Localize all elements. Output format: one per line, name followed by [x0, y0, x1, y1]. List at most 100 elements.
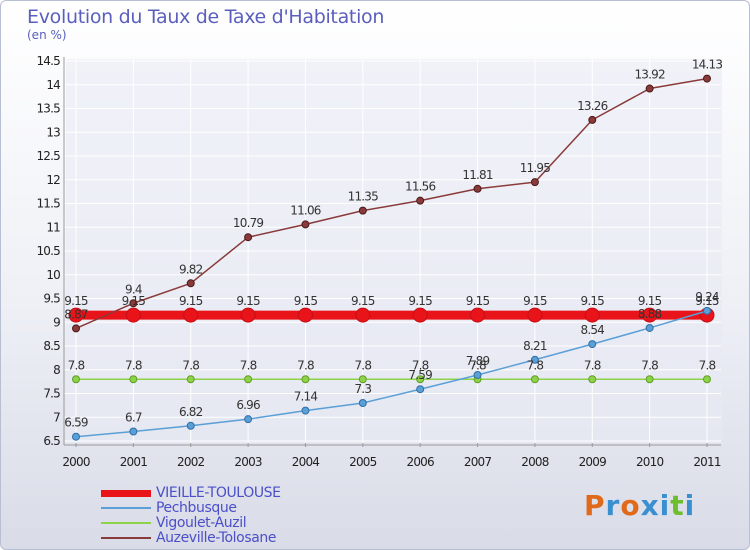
series-layer: [68, 74, 715, 441]
data-point: [358, 399, 367, 407]
data-label: 9.15: [523, 294, 547, 308]
data-label: 11.35: [348, 190, 379, 204]
data-point: [588, 375, 597, 384]
data-point: [355, 307, 371, 323]
legend-swatch: [101, 537, 151, 539]
data-label: 7.8: [297, 358, 314, 372]
data-label: 7.8: [182, 358, 199, 372]
y-tick-label: 13.5: [36, 102, 60, 116]
data-label: 9.24: [695, 290, 719, 304]
data-label: 11.95: [520, 161, 551, 175]
x-tick-label: 2005: [349, 455, 377, 469]
chart-subtitle: (en %): [27, 28, 67, 42]
legend-swatch: [101, 507, 151, 509]
data-label: 14.13: [692, 58, 723, 72]
data-point: [186, 421, 195, 430]
data-label: 7.8: [68, 358, 85, 372]
y-tick-label: 13: [46, 125, 60, 139]
data-point: [68, 307, 84, 323]
y-tick-label: 8: [53, 363, 60, 377]
data-point: [588, 340, 597, 349]
data-point: [129, 427, 138, 436]
y-tick-label: 11.5: [36, 197, 60, 211]
y-tick-label: 14: [46, 78, 60, 92]
y-tick-label: 12: [46, 173, 60, 187]
data-label: 7.14: [294, 390, 318, 404]
data-label: 9.15: [122, 294, 146, 308]
x-tick-label: 2008: [521, 455, 549, 469]
legend-label: VIEILLE-TOULOUSE: [156, 485, 281, 501]
x-tick-label: 2004: [292, 455, 320, 469]
data-label: 11.81: [462, 168, 493, 182]
data-point: [530, 178, 539, 187]
logo-letter: i: [659, 489, 671, 522]
data-point: [72, 375, 80, 384]
data-point: [297, 307, 313, 323]
legend-item-vigoulet-auzil: Vigoulet-Auzil: [101, 515, 341, 531]
data-point: [72, 324, 80, 333]
data-point: [244, 415, 253, 424]
data-label-layer: 9.15 9.15 9.15 9.15 9.15 9.15 9.15 9.15 9.15 9.15…: [64, 58, 723, 430]
data-point: [470, 307, 486, 323]
data-label: 9.15: [236, 294, 260, 308]
y-tick-label: 7: [53, 410, 60, 424]
data-label: 10.79: [233, 216, 264, 230]
legend-item-pechbusque: Pechbusque: [101, 500, 341, 516]
data-point: [244, 375, 253, 384]
data-label: 7.3: [354, 382, 371, 396]
y-tick-label: 7.5: [43, 387, 60, 401]
data-label: 8.87: [64, 307, 88, 321]
y-tick-label: 10: [46, 268, 60, 282]
data-label: 8.88: [638, 307, 662, 321]
x-tick-label: 2007: [464, 455, 492, 469]
data-point: [588, 115, 597, 124]
data-label: 9.15: [466, 294, 490, 308]
data-label: 7.8: [240, 358, 257, 372]
data-point: [703, 375, 711, 384]
data-point: [358, 375, 367, 384]
logo-letter: i: [684, 489, 696, 522]
x-tick-label: 2000: [62, 455, 90, 469]
legend-item-auzeville-tolosane: Auzeville-Tolosane: [101, 530, 341, 546]
data-point: [240, 307, 256, 323]
data-point: [183, 307, 199, 323]
data-point: [301, 220, 310, 229]
y-tick-label: 6.5: [43, 434, 60, 448]
y-tick-label: 9.5: [43, 292, 60, 306]
data-label: 7.8: [354, 358, 371, 372]
data-label: 8.21: [523, 339, 547, 353]
axis-layer: 6.5 7 7.5 8 8.5 9 9.5 10 10.5 11 11.5 12 12.5 13 13.5 1…: [36, 54, 721, 469]
data-point: [301, 375, 310, 384]
data-label: 9.82: [179, 262, 203, 276]
data-label: 7.8: [469, 358, 486, 372]
data-label: 9.15: [581, 294, 605, 308]
data-point: [416, 385, 425, 394]
data-point: [358, 206, 367, 215]
data-point: [645, 375, 654, 384]
data-label: 7.8: [527, 358, 544, 372]
data-label: 9.15: [179, 294, 203, 308]
data-label: 7.8: [699, 358, 716, 372]
y-tick-label: 14.5: [36, 54, 60, 68]
data-point: [530, 375, 539, 384]
data-point: [416, 196, 425, 205]
y-tick-label: 8.5: [43, 339, 60, 353]
x-tick-label: 2011: [693, 455, 721, 469]
data-point: [412, 307, 428, 323]
data-label: 11.06: [290, 203, 321, 217]
series-line: [75, 77, 708, 330]
data-label: 7.89: [466, 354, 490, 368]
data-label: 7.8: [412, 358, 429, 372]
data-point: [473, 370, 482, 379]
data-label: 6.59: [64, 416, 88, 430]
data-label: 7.8: [584, 358, 601, 372]
data-label: 11.56: [405, 180, 436, 194]
legend-item-vieille-toulouse: VIEILLE-TOULOUSE: [101, 485, 341, 501]
data-label: 6.7: [125, 411, 142, 425]
y-tick-label: 10.5: [36, 244, 60, 258]
data-point: [642, 307, 658, 323]
data-point: [186, 375, 195, 384]
logo-letter: r: [605, 489, 621, 522]
x-tick-label: 2001: [120, 455, 148, 469]
